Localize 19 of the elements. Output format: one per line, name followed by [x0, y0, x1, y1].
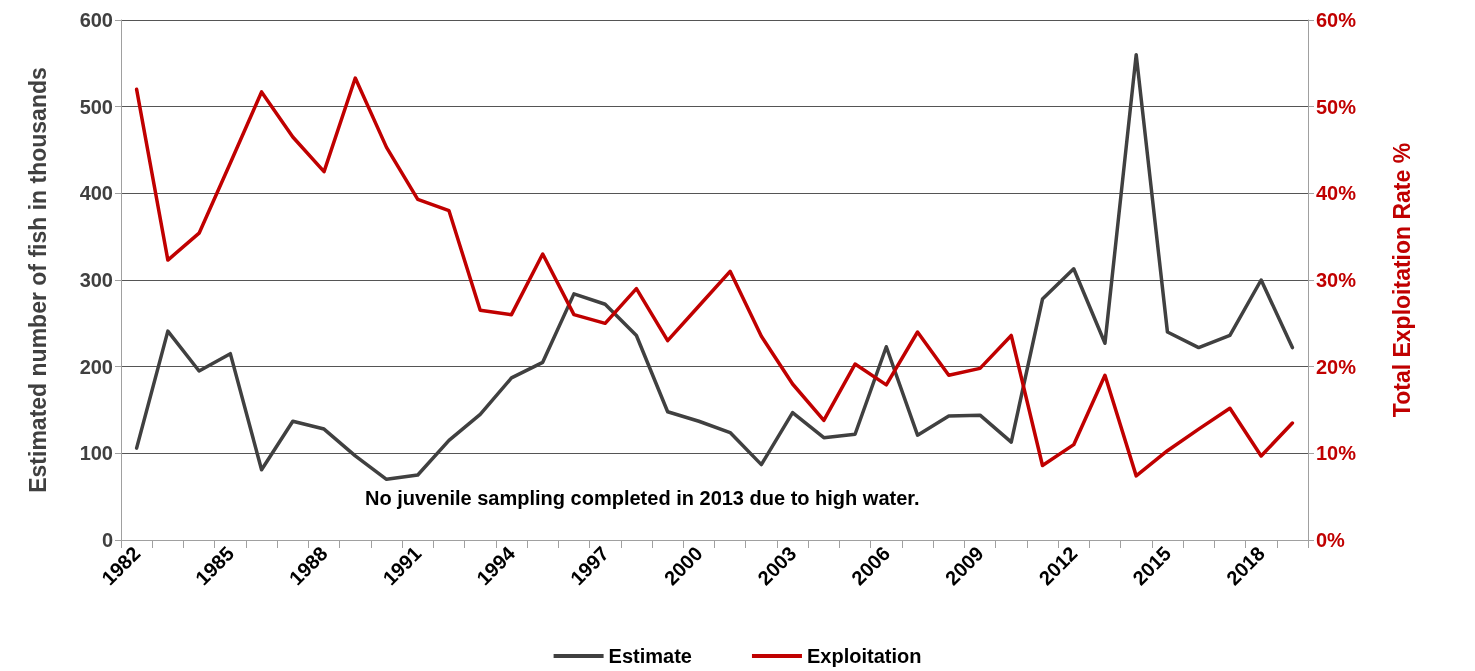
y-tick-label: 500	[79, 95, 113, 118]
y2-tick-label: 0%	[1316, 529, 1346, 551]
y2-tick-label: 40%	[1316, 182, 1357, 205]
y-tick-label: 600	[79, 9, 113, 31]
legend-label: Estimate	[608, 645, 692, 667]
y2-tick-label: 30%	[1316, 269, 1357, 291]
y-tick-label: 0	[101, 529, 113, 551]
y2-tick-label: 50%	[1316, 95, 1357, 118]
y2-tick-label: 10%	[1316, 442, 1357, 465]
y-tick-label: 200	[79, 355, 113, 378]
y2-axis-title: Total Exploitation Rate %	[1388, 142, 1415, 418]
annotation: No juvenile sampling completed in 2013 due to high water.	[365, 487, 920, 509]
y-tick-label: 300	[79, 269, 113, 291]
legend-label: Exploitation	[806, 645, 922, 667]
y2-tick-label: 60%	[1316, 9, 1357, 31]
y-axis-title: Estimated number of fish in thousands	[24, 67, 51, 493]
y-tick-label: 100	[79, 442, 113, 465]
y-tick-label: 400	[79, 182, 113, 205]
y2-tick-label: 20%	[1316, 355, 1357, 378]
